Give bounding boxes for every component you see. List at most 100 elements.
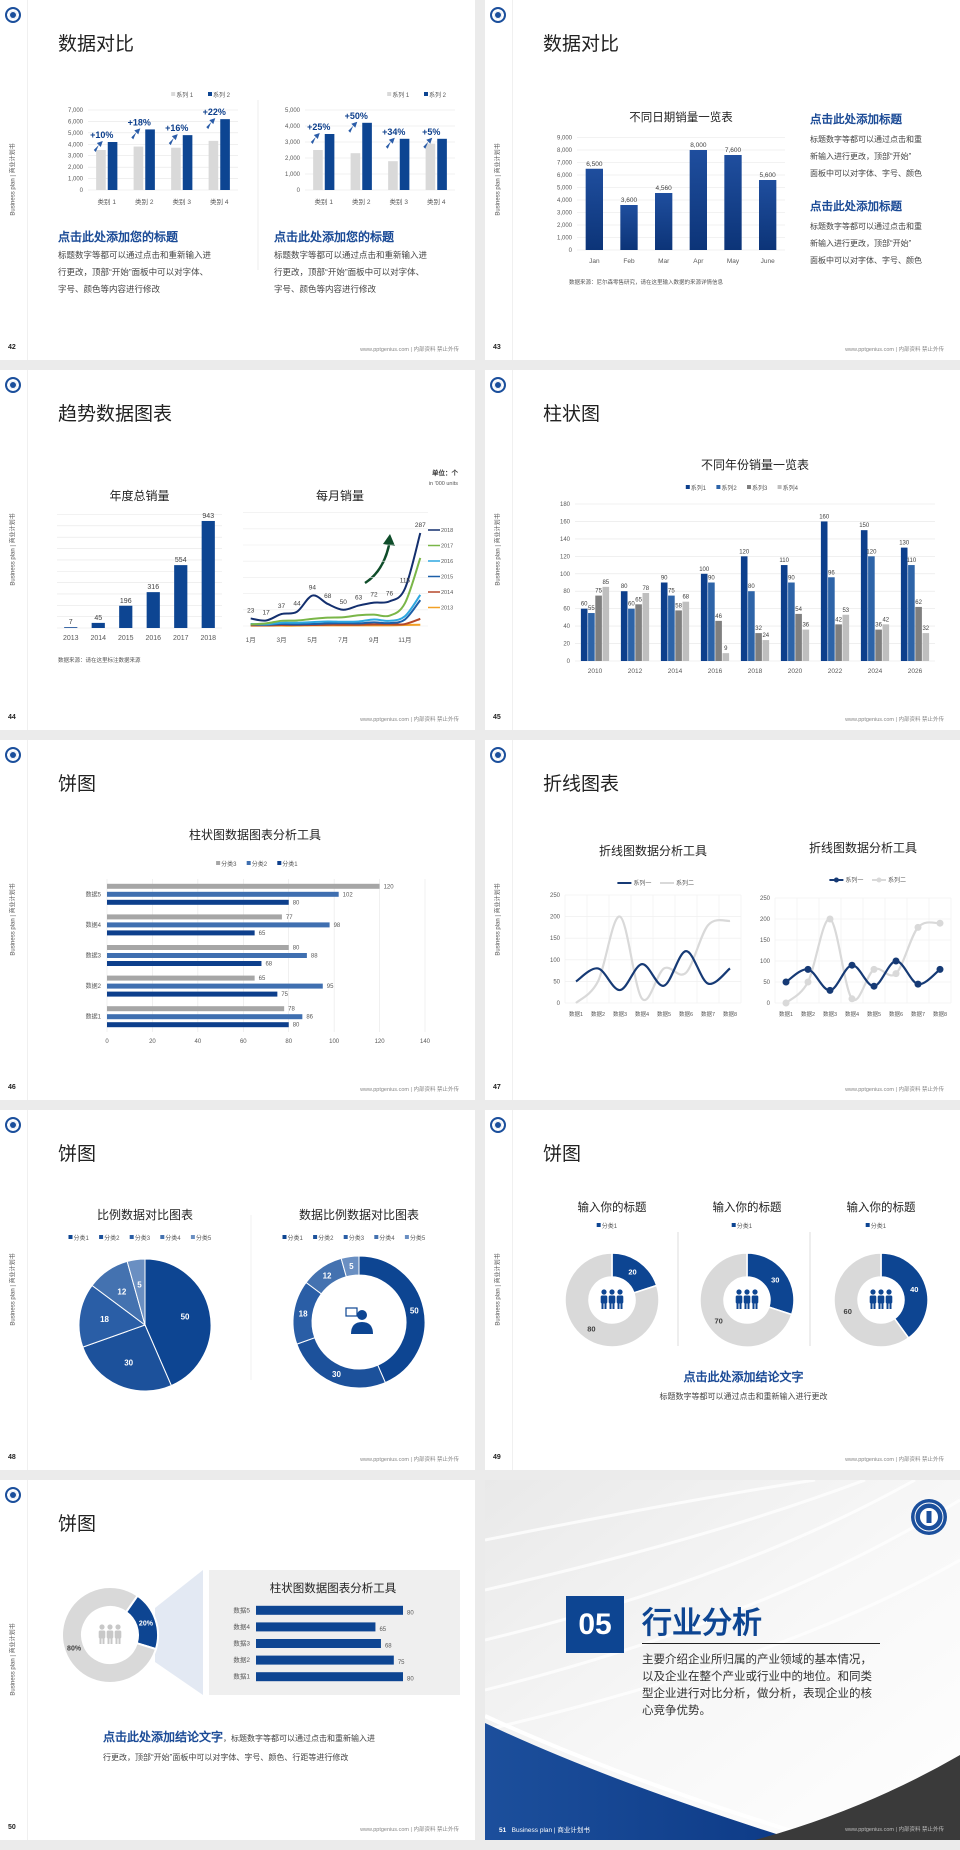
person-leg bbox=[609, 1303, 612, 1309]
slice-label: 5 bbox=[349, 1262, 354, 1271]
slide-47[interactable]: Business plan | 商业计划书 47 折线图表 0 50 100 150 20… bbox=[485, 740, 960, 1100]
pie-slice bbox=[833, 1252, 910, 1348]
x-tick-label: 类别 4 bbox=[210, 197, 229, 206]
data-point bbox=[782, 978, 790, 986]
legend-swatch bbox=[171, 92, 176, 96]
bar bbox=[762, 640, 770, 661]
logo-icon bbox=[490, 747, 506, 763]
x-tick-label: 数据8 bbox=[723, 1010, 737, 1018]
y-tick-label: 150 bbox=[550, 936, 561, 942]
bar bbox=[313, 150, 323, 190]
person-leg bbox=[118, 1638, 121, 1644]
sidebar: Business plan | 商业计划书 45 bbox=[485, 370, 513, 730]
y-tick-label: 0 bbox=[80, 188, 84, 194]
bar bbox=[900, 547, 908, 661]
data-point bbox=[892, 957, 900, 965]
data-label: 120 bbox=[866, 549, 877, 555]
bar bbox=[350, 153, 361, 190]
x-tick-label: 2016 bbox=[145, 635, 161, 642]
data-label: 120 bbox=[384, 884, 395, 890]
legend-label: 分类4 bbox=[379, 1234, 395, 1242]
slide-49[interactable]: Business plan | 商业计划书 49 饼图 20 80 输入你的标题 分类1… bbox=[485, 1110, 960, 1470]
slide-51[interactable]: 05 行业分析 主要介绍企业所归属的产业领域的基本情况， 以及企业在整个产业或行业… bbox=[485, 1480, 960, 1840]
data-label: 76 bbox=[386, 590, 394, 597]
y-tick-label: 0 bbox=[297, 188, 301, 194]
x-tick-label: 11月 bbox=[398, 636, 411, 644]
bar bbox=[875, 629, 882, 661]
legend-swatch bbox=[865, 1223, 870, 1227]
person-leg bbox=[99, 1638, 102, 1644]
slide-50[interactable]: Business plan | 商业计划书 50 饼图 20% 80% 数据1 80 数据… bbox=[0, 1480, 475, 1840]
bar bbox=[668, 595, 675, 661]
y-tick-label: 3,000 bbox=[68, 154, 84, 160]
slide-45[interactable]: Business plan | 商业计划书 45 柱状图 0 20 40 60 80 100… bbox=[485, 370, 960, 730]
legend-label: 系列4 bbox=[783, 484, 799, 492]
legend-label: 系列3 bbox=[752, 484, 768, 492]
bar bbox=[256, 1639, 381, 1648]
data-label: 6,500 bbox=[586, 161, 603, 168]
logo-icon bbox=[490, 7, 506, 23]
bar bbox=[655, 193, 673, 250]
data-point bbox=[782, 999, 790, 1007]
data-label: 68 bbox=[265, 962, 272, 968]
logo-icon bbox=[490, 1117, 506, 1133]
section-background bbox=[485, 1480, 960, 1840]
slide-44[interactable]: Business plan | 商业计划书 44 趋势数据图表 7 2013 45 20… bbox=[0, 370, 475, 730]
slide-43[interactable]: Business plan | 商业计划书 43 数据对比 0 1,000 2,000… bbox=[485, 0, 960, 360]
legend-label: 2013 bbox=[441, 606, 453, 612]
data-label: 80 bbox=[407, 1677, 414, 1683]
slide-46[interactable]: Business plan | 商业计划书 46 饼图 0 20 40 60 80 100 1… bbox=[0, 740, 475, 1100]
data-label: 65 bbox=[635, 597, 642, 603]
data-label: 102 bbox=[343, 892, 354, 898]
slide-42[interactable]: Business plan | 商业计划书 42 数据对比 0 1,000 2,000… bbox=[0, 0, 475, 360]
legend-label: 系列1 bbox=[691, 484, 707, 492]
bar bbox=[145, 129, 155, 190]
body-line: 以及企业在整个产业或行业中的地位。和同类 bbox=[642, 1671, 872, 1683]
person-leg bbox=[752, 1303, 755, 1309]
bar bbox=[842, 614, 850, 661]
x-tick-label: 数据4 bbox=[845, 1010, 859, 1018]
data-label: 60 bbox=[581, 602, 588, 608]
x-tick-label: May bbox=[727, 258, 740, 265]
legend-marker bbox=[833, 877, 839, 883]
y-tick-label: 数据5 bbox=[233, 1605, 250, 1614]
slice-label: 30 bbox=[332, 1370, 341, 1379]
footer-text: www.pptgenius.com | 内部资料 禁止外传 bbox=[845, 717, 944, 723]
bar bbox=[915, 606, 922, 661]
x-tick-label: 类别 2 bbox=[135, 197, 154, 206]
y-tick-label: 40 bbox=[563, 624, 570, 630]
footer-text: www.pptgenius.com | 内部资料 禁止外传 bbox=[845, 1457, 944, 1463]
x-tick-label: 120 bbox=[375, 1039, 386, 1045]
block-body: 标题数字等都可以通过点击和重新输入进行更改，顶部“开始” 面板中可以对字体、字号、… bbox=[810, 218, 922, 269]
slide-48[interactable]: Business plan | 商业计划书 48 饼图 50 30 18 12 5 比例数据… bbox=[0, 1110, 475, 1470]
person-head bbox=[870, 1289, 876, 1295]
x-tick-label: 80 bbox=[285, 1039, 292, 1045]
data-label: 54 bbox=[795, 607, 802, 613]
x-tick-label: 2024 bbox=[868, 668, 883, 675]
x-tick-label: 类别 1 bbox=[315, 197, 334, 206]
bar bbox=[860, 530, 868, 661]
y-tick-label: 0 bbox=[767, 1001, 771, 1007]
series-line bbox=[575, 950, 731, 992]
conclusion-line-1: 点击此处添加结论文字，标题数字等都可以通过点击和重新输入进 bbox=[103, 1729, 375, 1747]
pie-slice bbox=[564, 1252, 660, 1348]
bar bbox=[788, 582, 795, 661]
person-leg bbox=[755, 1303, 758, 1309]
bar bbox=[689, 150, 707, 250]
bar bbox=[107, 945, 289, 950]
legend-label: 分类3 bbox=[135, 1234, 151, 1242]
y-tick-label: 250 bbox=[550, 893, 561, 899]
bar bbox=[748, 591, 755, 661]
person-leg bbox=[736, 1303, 739, 1309]
person-body bbox=[616, 1295, 624, 1304]
data-label: 90 bbox=[708, 576, 715, 582]
chart-title: 不同年份销量一览表 bbox=[701, 457, 809, 472]
data-label: 36 bbox=[802, 623, 809, 629]
person-leg bbox=[744, 1303, 747, 1309]
bar bbox=[399, 138, 410, 190]
data-label: 32 bbox=[755, 626, 762, 632]
series-line bbox=[785, 917, 941, 1004]
bar bbox=[107, 991, 278, 997]
page-number: 49 bbox=[493, 1454, 501, 1461]
bar bbox=[675, 610, 682, 661]
